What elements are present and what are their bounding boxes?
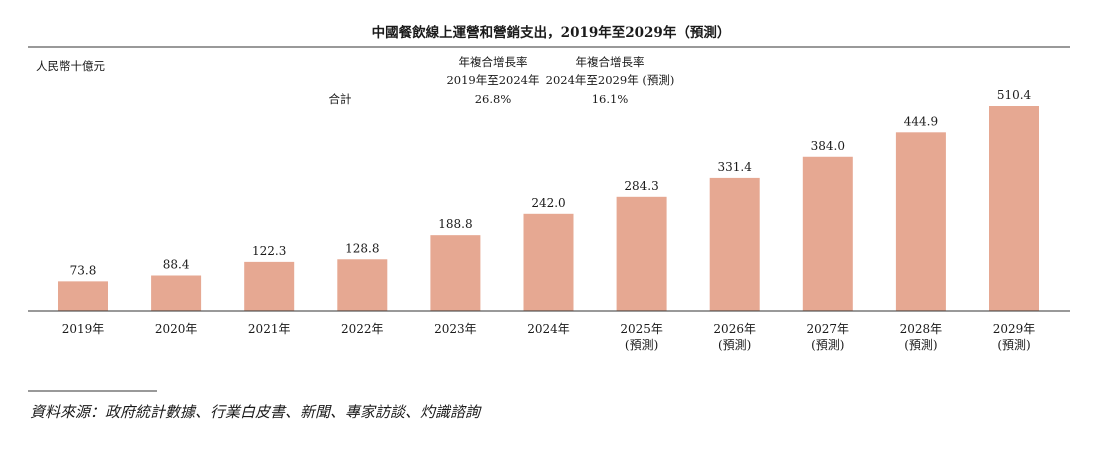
bar-2029年 xyxy=(989,106,1039,311)
bar-2026年 xyxy=(709,177,760,311)
bar-2025年 xyxy=(616,196,667,311)
bar-2021年 xyxy=(244,261,295,311)
category-label: 2023年 xyxy=(434,322,477,336)
value-label: 242.0 xyxy=(531,196,565,210)
category-sublabel: (預測) xyxy=(904,338,937,352)
category-label: 2028年 xyxy=(900,322,943,336)
cagr-value-2: 16.1% xyxy=(592,92,629,106)
bar-2020年 xyxy=(151,275,202,311)
bar-2027年 xyxy=(802,156,853,311)
category-label: 2024年 xyxy=(527,322,570,336)
bar-2024年 xyxy=(523,213,574,311)
unit-label: 人民幣十億元 xyxy=(36,59,105,73)
category-sublabel: (預測) xyxy=(997,338,1030,352)
cagr-range-2: 2024年至2029年 (預測) xyxy=(546,73,675,87)
category-label: 2019年 xyxy=(62,322,105,336)
category-sublabel: (預測) xyxy=(625,338,658,352)
category-label: 2029年 xyxy=(993,322,1036,336)
cagr-value-1: 26.8% xyxy=(475,92,512,106)
value-label: 510.4 xyxy=(997,88,1032,102)
category-label: 2026年 xyxy=(713,322,756,336)
value-label: 384.0 xyxy=(811,139,845,153)
category-label: 2025年 xyxy=(620,322,663,336)
source-note: 資料來源：政府統計數據、行業白皮書、新聞、專家訪談、灼識諮詢 xyxy=(30,403,482,421)
bar-2023年 xyxy=(430,235,481,311)
category-label: 2020年 xyxy=(155,322,198,336)
value-label: 73.8 xyxy=(70,263,97,277)
cagr-row-label: 合計 xyxy=(329,92,352,106)
chart-title: 中國餐飲線上運營和營銷支出，2019年至2029年（預測） xyxy=(372,24,731,41)
bars-layer: 73.8 2019年 88.4 2020年 122.3 2021年 128.8 2022年 18… xyxy=(58,88,1039,352)
value-label: 88.4 xyxy=(163,257,190,271)
value-label: 128.8 xyxy=(345,241,379,255)
category-sublabel: (預測) xyxy=(811,338,844,352)
value-label: 122.3 xyxy=(252,244,286,258)
value-label: 188.8 xyxy=(438,217,472,231)
category-label: 2027年 xyxy=(807,322,850,336)
category-label: 2021年 xyxy=(248,322,291,336)
bar-2022年 xyxy=(337,259,388,311)
cagr-heading-1: 年複合增長率 xyxy=(459,55,528,69)
category-sublabel: (預測) xyxy=(718,338,751,352)
bar-2019年 xyxy=(58,281,108,311)
value-label: 331.4 xyxy=(718,160,753,174)
cagr-range-1: 2019年至2024年 xyxy=(446,73,539,87)
category-label: 2022年 xyxy=(341,322,384,336)
cagr-heading-2: 年複合增長率 xyxy=(576,55,645,69)
bar-2028年 xyxy=(895,132,946,311)
value-label: 284.3 xyxy=(624,179,658,193)
value-label: 444.9 xyxy=(904,114,938,128)
